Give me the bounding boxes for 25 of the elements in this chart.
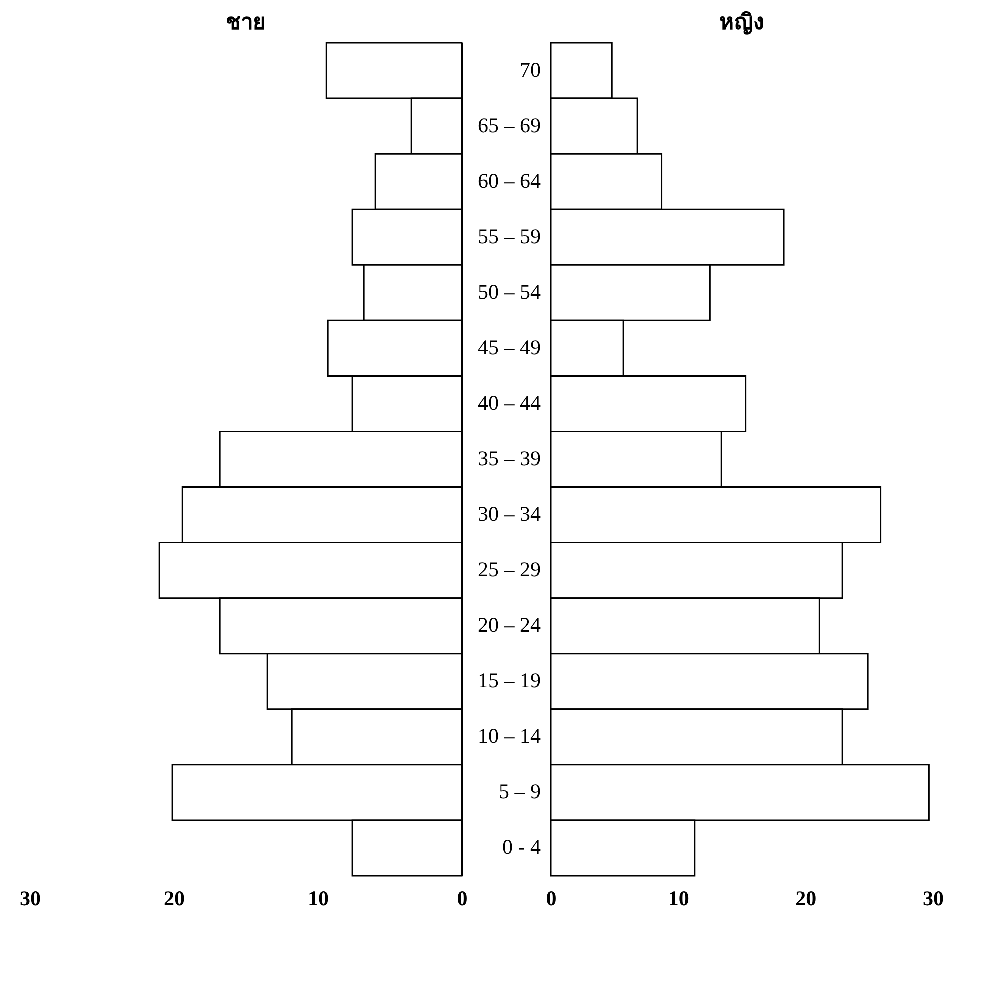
chart-title: หญิง <box>720 9 764 36</box>
y-tick-label: 45 – 49 <box>478 335 541 360</box>
x-tick-label: 0 <box>457 886 468 910</box>
y-tick-label: 5 – 9 <box>499 780 541 804</box>
x-tick-label: 30 <box>923 886 944 910</box>
x-tick-label: 30 <box>20 886 41 910</box>
y-tick-label: 10 – 14 <box>478 724 542 748</box>
x-tick-label: 10 <box>668 886 690 910</box>
y-tick-label: 35 – 39 <box>478 446 541 470</box>
x-tick-label: 0 <box>546 886 557 910</box>
y-tick-label: 0 - 4 <box>502 835 542 860</box>
y-tick-label: 65 – 69 <box>478 113 541 138</box>
y-tick-label: 50 – 54 <box>478 280 542 304</box>
y-tick-label: 20 – 24 <box>478 613 542 638</box>
y-tick-label: 25 – 29 <box>478 558 541 582</box>
y-tick-label: 60 – 64 <box>478 168 542 193</box>
x-tick-label: 20 <box>164 886 185 910</box>
y-tick-label: 15 – 19 <box>478 668 541 693</box>
x-tick-label: 20 <box>796 886 817 910</box>
y-tick-label: 40 – 44 <box>478 390 542 415</box>
y-tick-label: 30 – 34 <box>478 502 542 526</box>
y-tick-label: 70 <box>520 58 541 82</box>
chart-title: ชาย <box>226 9 266 34</box>
x-tick-label: 10 <box>308 886 329 910</box>
y-tick-label: 55 – 59 <box>478 224 541 248</box>
